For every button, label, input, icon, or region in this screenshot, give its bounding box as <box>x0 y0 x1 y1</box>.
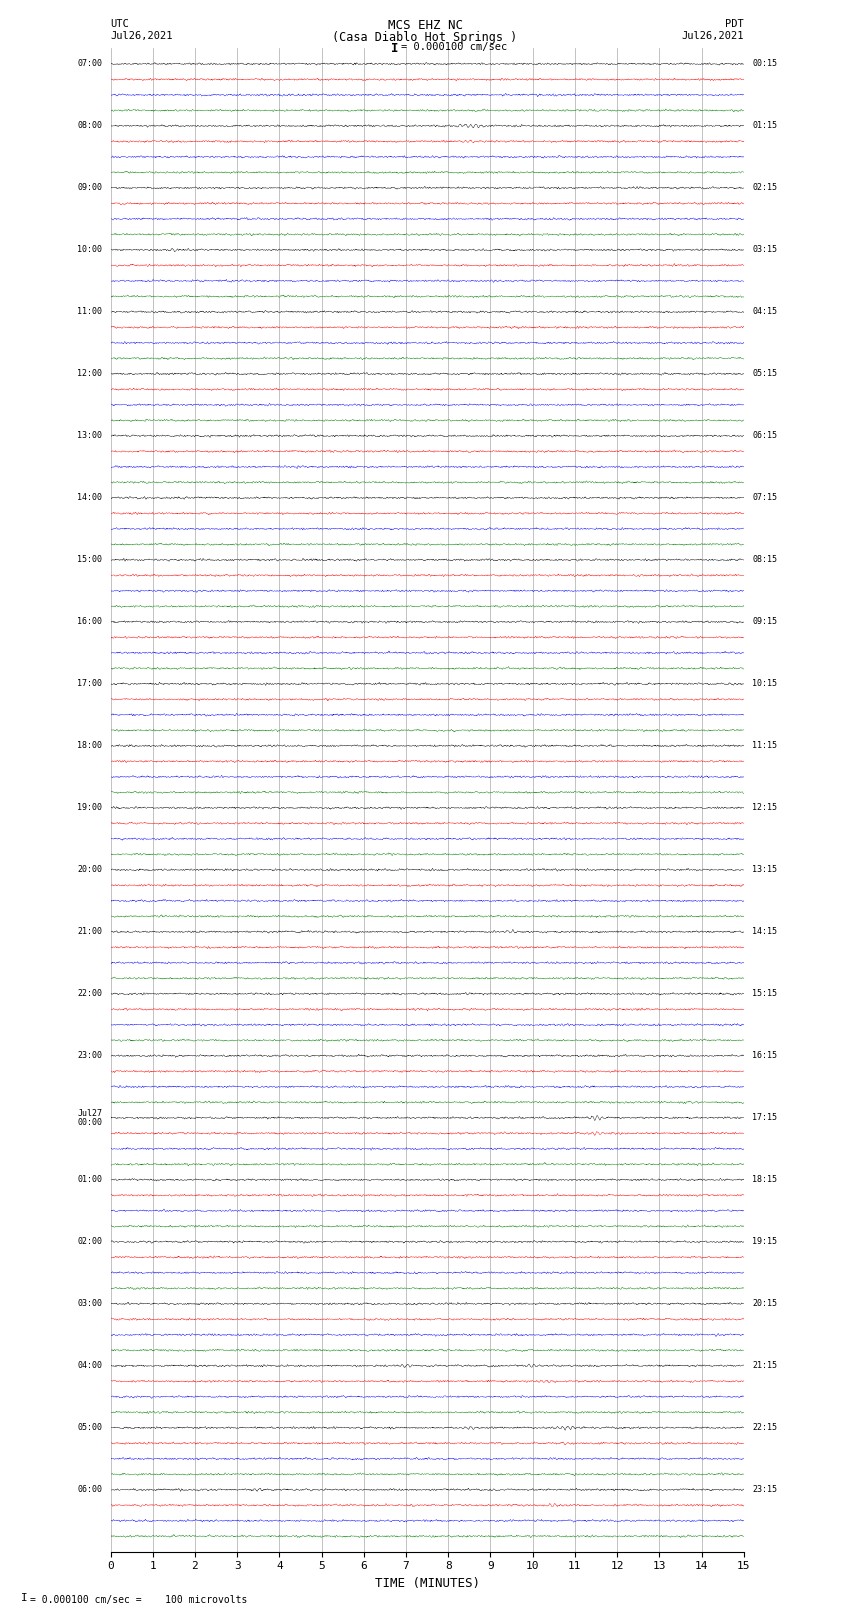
Text: Jul27: Jul27 <box>77 1108 102 1118</box>
Text: 14:00: 14:00 <box>77 494 102 502</box>
Text: 02:00: 02:00 <box>77 1237 102 1247</box>
Text: 19:15: 19:15 <box>752 1237 777 1247</box>
Text: 09:00: 09:00 <box>77 184 102 192</box>
Text: 07:15: 07:15 <box>752 494 777 502</box>
Text: 08:00: 08:00 <box>77 121 102 131</box>
Text: 12:15: 12:15 <box>752 803 777 813</box>
Text: 13:15: 13:15 <box>752 865 777 874</box>
Text: 10:00: 10:00 <box>77 245 102 255</box>
Text: Jul26,2021: Jul26,2021 <box>681 31 744 40</box>
Text: 03:15: 03:15 <box>752 245 777 255</box>
Text: 22:00: 22:00 <box>77 989 102 998</box>
Text: 00:15: 00:15 <box>752 60 777 68</box>
Text: 11:15: 11:15 <box>752 742 777 750</box>
Text: 00:00: 00:00 <box>77 1118 102 1127</box>
Text: 20:00: 20:00 <box>77 865 102 874</box>
Text: PDT: PDT <box>725 19 744 29</box>
Text: 08:15: 08:15 <box>752 555 777 565</box>
Text: 03:00: 03:00 <box>77 1298 102 1308</box>
Text: 20:15: 20:15 <box>752 1298 777 1308</box>
Text: (Casa Diablo Hot Springs ): (Casa Diablo Hot Springs ) <box>332 31 518 44</box>
Text: I: I <box>21 1594 28 1603</box>
Text: 06:15: 06:15 <box>752 431 777 440</box>
Text: 23:00: 23:00 <box>77 1052 102 1060</box>
Text: 13:00: 13:00 <box>77 431 102 440</box>
Text: 17:00: 17:00 <box>77 679 102 689</box>
Text: 23:15: 23:15 <box>752 1486 777 1494</box>
X-axis label: TIME (MINUTES): TIME (MINUTES) <box>375 1578 479 1590</box>
Text: = 0.000100 cm/sec =    100 microvolts: = 0.000100 cm/sec = 100 microvolts <box>30 1595 247 1605</box>
Text: 16:15: 16:15 <box>752 1052 777 1060</box>
Text: 04:15: 04:15 <box>752 308 777 316</box>
Text: 21:00: 21:00 <box>77 927 102 936</box>
Text: 01:00: 01:00 <box>77 1176 102 1184</box>
Text: 09:15: 09:15 <box>752 618 777 626</box>
Text: 15:00: 15:00 <box>77 555 102 565</box>
Text: 01:15: 01:15 <box>752 121 777 131</box>
Text: 19:00: 19:00 <box>77 803 102 813</box>
Text: 02:15: 02:15 <box>752 184 777 192</box>
Text: 05:15: 05:15 <box>752 369 777 379</box>
Text: 21:15: 21:15 <box>752 1361 777 1369</box>
Text: 06:00: 06:00 <box>77 1486 102 1494</box>
Text: 07:00: 07:00 <box>77 60 102 68</box>
Text: UTC: UTC <box>110 19 129 29</box>
Text: 16:00: 16:00 <box>77 618 102 626</box>
Text: 17:15: 17:15 <box>752 1113 777 1123</box>
Text: 15:15: 15:15 <box>752 989 777 998</box>
Text: 10:15: 10:15 <box>752 679 777 689</box>
Text: 11:00: 11:00 <box>77 308 102 316</box>
Text: = 0.000100 cm/sec: = 0.000100 cm/sec <box>401 42 507 52</box>
Text: 04:00: 04:00 <box>77 1361 102 1369</box>
Text: 22:15: 22:15 <box>752 1423 777 1432</box>
Text: 14:15: 14:15 <box>752 927 777 936</box>
Text: 05:00: 05:00 <box>77 1423 102 1432</box>
Text: Jul26,2021: Jul26,2021 <box>110 31 173 40</box>
Text: MCS EHZ NC: MCS EHZ NC <box>388 19 462 32</box>
Text: I: I <box>392 42 399 55</box>
Text: 12:00: 12:00 <box>77 369 102 379</box>
Text: 18:15: 18:15 <box>752 1176 777 1184</box>
Text: 18:00: 18:00 <box>77 742 102 750</box>
